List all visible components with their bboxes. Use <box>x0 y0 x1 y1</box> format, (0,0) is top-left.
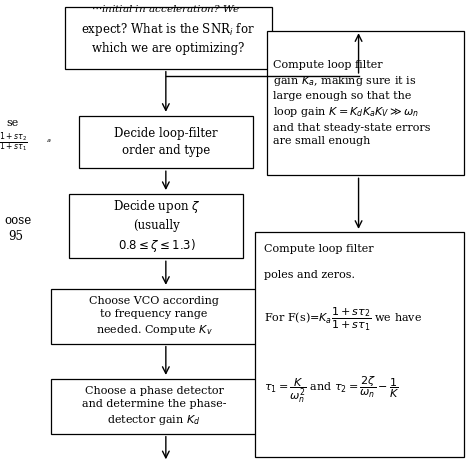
Bar <box>65 7 272 69</box>
Text: For F(s)=$K_a\dfrac{1+s\tau_2}{1+s\tau_1}$ we have: For F(s)=$K_a\dfrac{1+s\tau_2}{1+s\tau_1… <box>264 306 422 333</box>
Text: Compute loop filter
gain $K_a$, making sure it is
large enough so that the
loop : Compute loop filter gain $K_a$, making s… <box>273 60 430 146</box>
Text: oose: oose <box>5 214 32 227</box>
Text: poles and zeros.: poles and zeros. <box>264 270 355 280</box>
Bar <box>79 116 253 168</box>
Text: se: se <box>6 118 18 128</box>
Bar <box>70 194 244 258</box>
Text: expect? What is the SNR$_i$ for
which we are optimizing?: expect? What is the SNR$_i$ for which we… <box>82 21 255 55</box>
Text: $_a$: $_a$ <box>46 137 52 145</box>
Bar <box>51 379 257 434</box>
Text: $\tau_1=\dfrac{K}{\omega_n^2}$ and $\tau_2=\dfrac{2\zeta}{\omega_n}-\dfrac{1}{K}: $\tau_1=\dfrac{K}{\omega_n^2}$ and $\tau… <box>264 374 399 405</box>
Text: 95: 95 <box>9 230 23 244</box>
Text: Compute loop filter: Compute loop filter <box>264 244 373 254</box>
Bar <box>51 289 257 344</box>
Text: Choose VCO according
to frequency range
needed. Compute $K_v$: Choose VCO according to frequency range … <box>89 296 219 337</box>
Text: Choose a phase detector
and determine the phase-
detector gain $K_d$: Choose a phase detector and determine th… <box>82 386 227 427</box>
Text: $\cdots$initial in acceleration? We: $\cdots$initial in acceleration? We <box>91 3 241 14</box>
Bar <box>267 31 465 175</box>
Text: Decide loop-filter
order and type: Decide loop-filter order and type <box>114 127 218 157</box>
Text: Decide upon $\zeta$
(usually
$0.8\leq\zeta\leq1.3)$: Decide upon $\zeta$ (usually $0.8\leq\ze… <box>113 199 200 254</box>
Text: $\frac{1+s\tau_2}{1+s\tau_1}$: $\frac{1+s\tau_2}{1+s\tau_1}$ <box>0 130 28 154</box>
Bar <box>255 232 465 457</box>
